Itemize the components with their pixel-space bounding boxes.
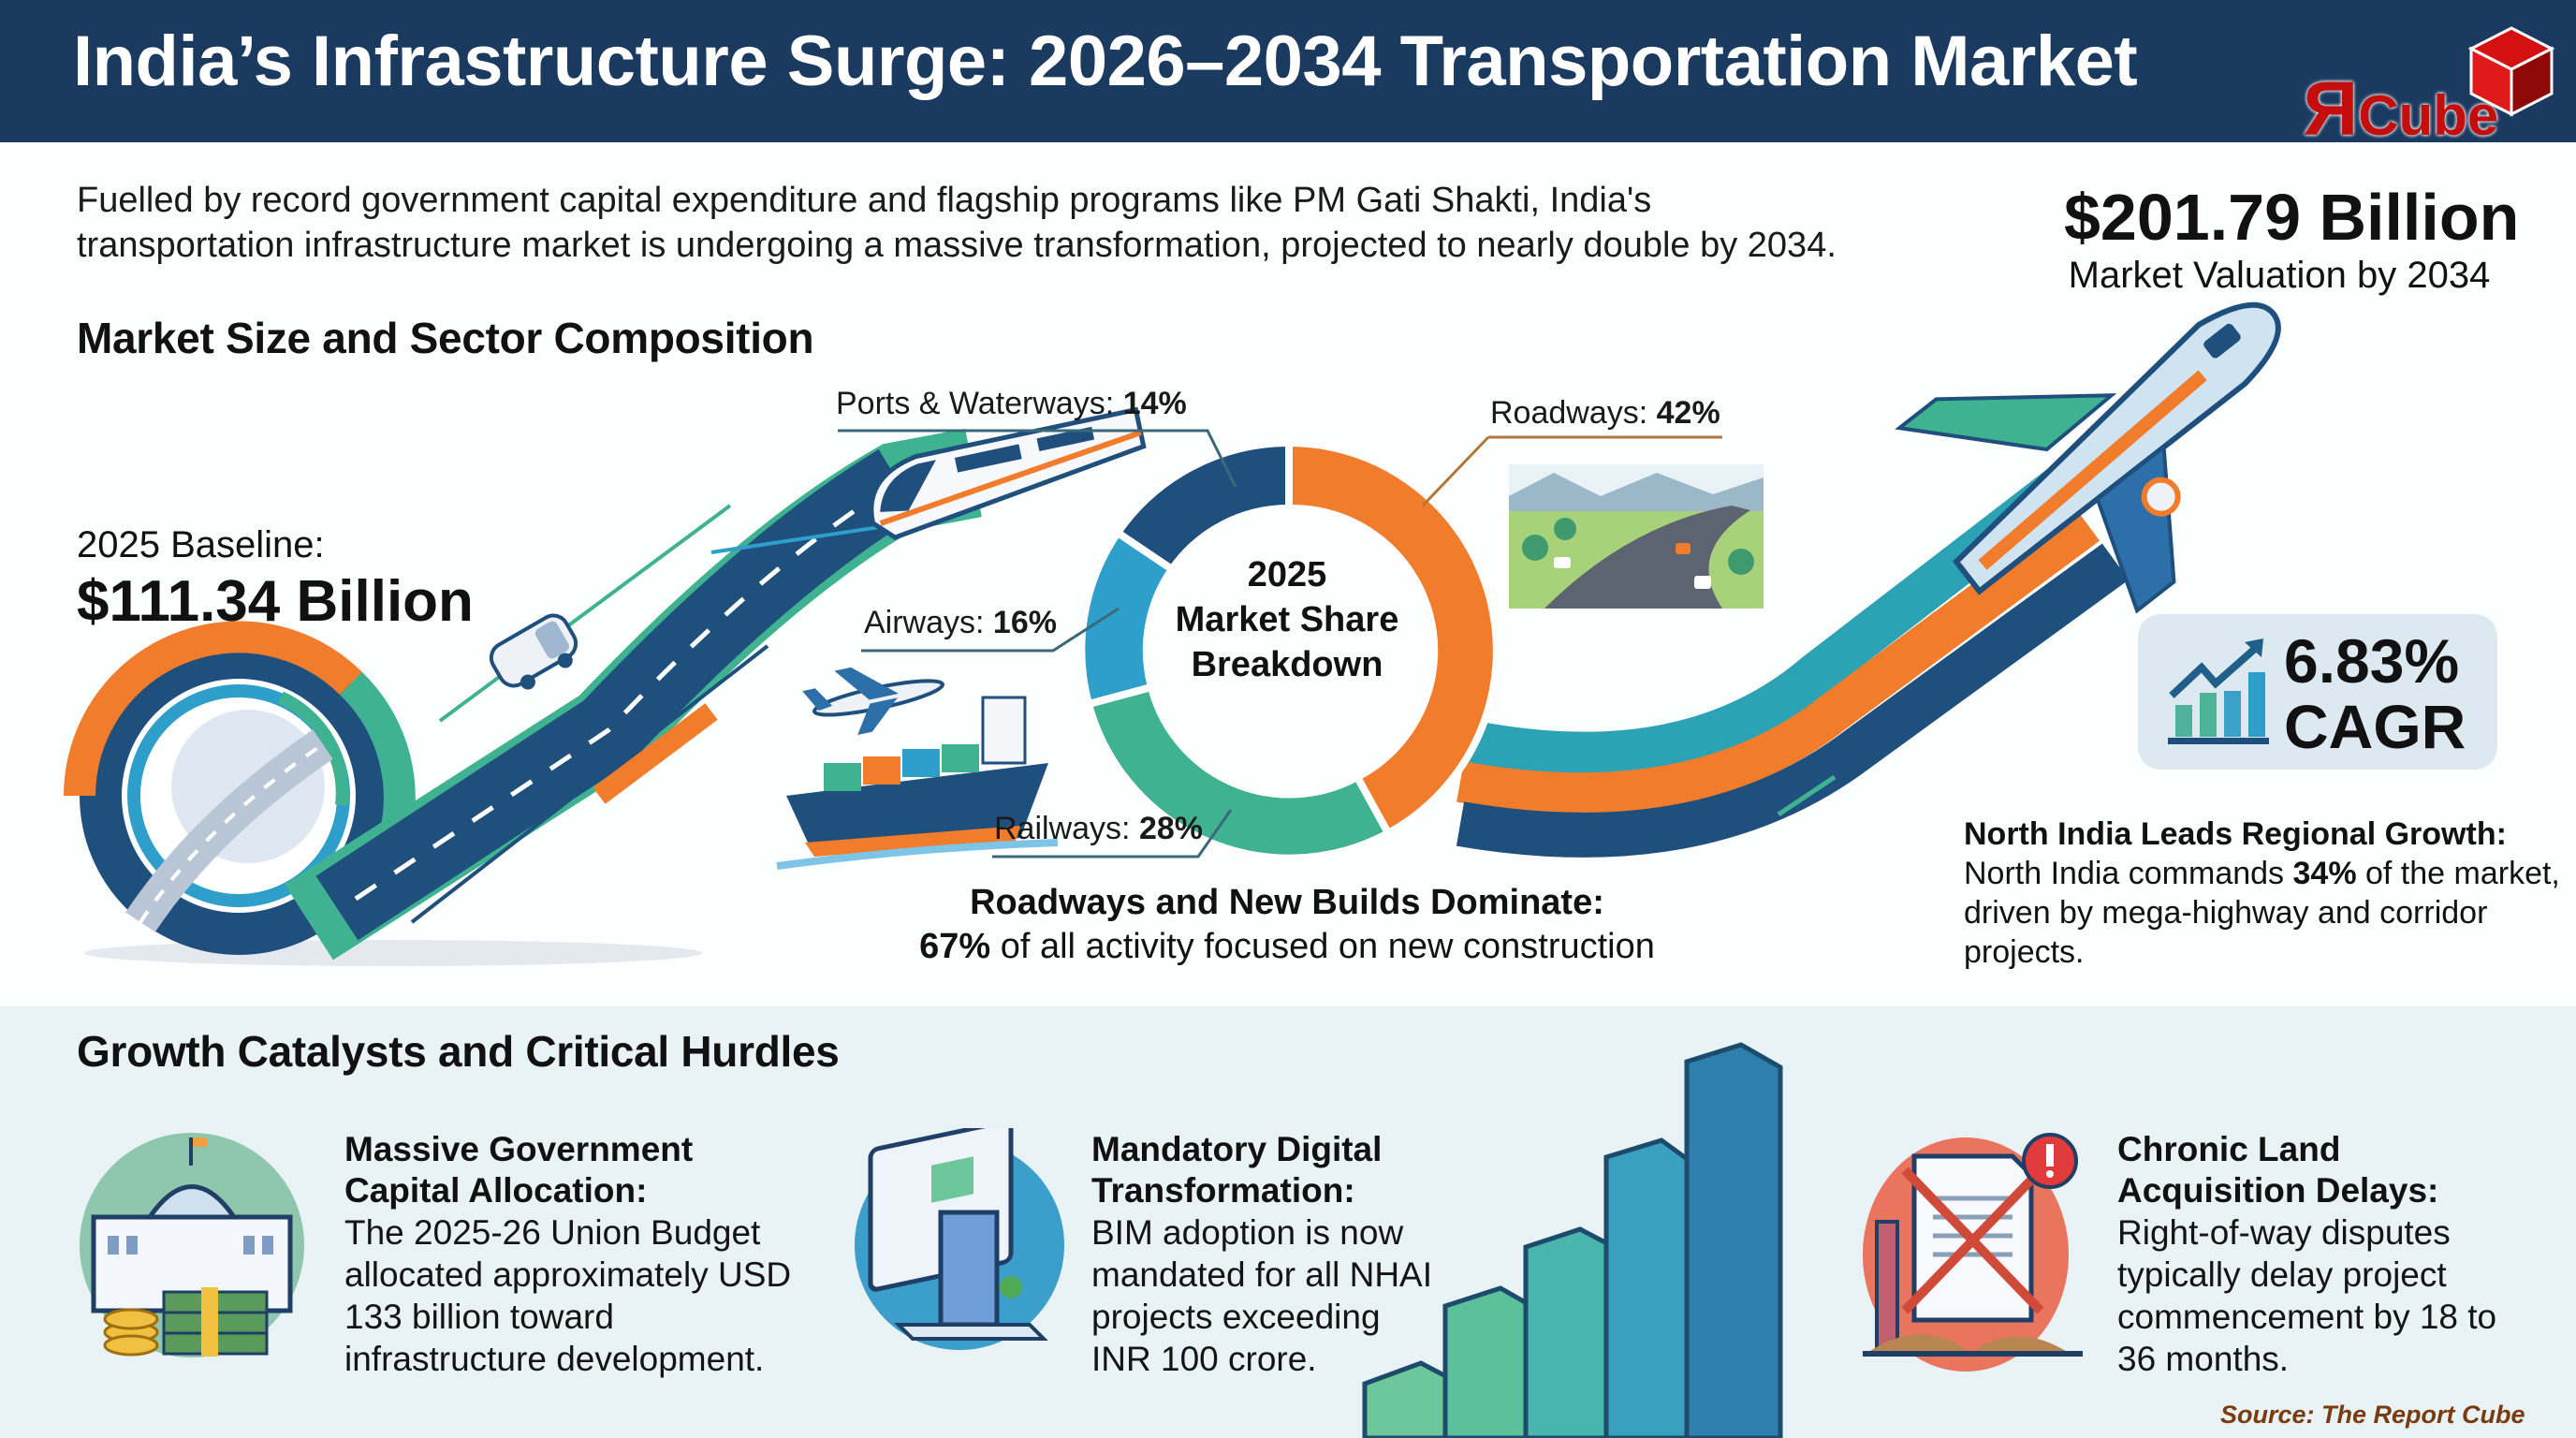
red-cube-icon (2467, 26, 2555, 117)
card-2-title-line-2: Transformation: (1091, 1171, 1355, 1210)
airplane-icon (802, 667, 944, 735)
section-heading-growth: Growth Catalysts and Critical Hurdles (77, 1027, 840, 1076)
label-text: Airways: (864, 605, 993, 640)
label-ports-waterways: Ports & Waterways: 14% (836, 386, 1187, 422)
card-1-title: Massive Government Capital Allocation: (344, 1129, 693, 1211)
north-india-text-a: North India commands (1964, 856, 2293, 891)
dominate-text: 67% of all activity focused on new const… (880, 925, 1694, 968)
card-3-line: commencement by 18 to (2117, 1298, 2497, 1336)
label-text: Railways: (994, 811, 1139, 846)
donut-center-line-3: Breakdown (1191, 645, 1383, 684)
card-1-line: infrastructure development. (344, 1340, 765, 1378)
bullet-train-icon (869, 406, 1147, 540)
label-pct: 28% (1138, 811, 1203, 846)
cargo-ship-icon (776, 696, 1059, 870)
intro-paragraph: Fuelled by record government capital exp… (77, 178, 1930, 268)
baseline-value: $111.34 Billion (77, 569, 474, 634)
rising-bars-decoration (1362, 1042, 1783, 1438)
baseline-2025-stat: 2025 Baseline: $111.34 Billion (77, 522, 474, 637)
baseline-label: 2025 Baseline: (77, 524, 325, 565)
card-2-line: projects exceeding (1091, 1298, 1381, 1336)
card-2-line: INR 100 crore. (1091, 1340, 1317, 1378)
highway-landscape-image (1509, 464, 1764, 609)
donut-segment-ports[interactable] (1112, 438, 1293, 575)
card-1-line: The 2025-26 Union Budget (344, 1213, 761, 1252)
card-3-title: Chronic Land Acquisition Delays: (2117, 1129, 2438, 1211)
north-india-heading: North India Leads Regional Growth: (1964, 816, 2507, 852)
card-1-line: 133 billion toward (344, 1298, 614, 1336)
cagr-card (2138, 614, 2497, 770)
market-2034-label: Market Valuation by 2034 (2068, 255, 2491, 296)
card-2-text: BIM adoption is now mandated for all NHA… (1091, 1211, 1432, 1380)
government-capital-money-icon (80, 1133, 304, 1357)
dominate-pct: 67% (919, 927, 991, 966)
dominate-body: of all activity focused on new construct… (990, 927, 1655, 966)
land-acquisition-warning-icon (1863, 1133, 2083, 1372)
page-title: India’s Infrastructure Surge: 2026–2034 … (73, 22, 2138, 101)
donut-center-year: 2025 (1247, 555, 1327, 594)
card-3-line: Right-of-way disputes (2117, 1213, 2451, 1252)
cagr-value: 6.83% (2284, 626, 2460, 696)
card-1-title-line-1: Massive Government (344, 1130, 694, 1168)
card-3-line: typically delay project (2117, 1255, 2447, 1294)
report-cube-logo[interactable]: RCube (2293, 19, 2555, 152)
card-1-text: The 2025-26 Union Budget allocated appro… (344, 1211, 791, 1380)
card-3-line: 36 months. (2117, 1340, 2290, 1378)
dominate-heading: Roadways and New Builds Dominate: (970, 883, 1604, 922)
donut-segment-roadways[interactable] (1285, 438, 1500, 839)
label-pct: 16% (992, 605, 1057, 640)
market-2034-stat: $201.79 Billion Market Valuation by 2034 (2064, 181, 2520, 298)
label-airways: Airways: 16% (864, 605, 1057, 641)
north-india-callout: North India Leads Regional Growth: North… (1964, 814, 2563, 972)
market-share-donut-chart (838, 429, 1722, 862)
growth-catalysts-section (0, 1006, 2576, 1438)
card-3-text: Right-of-way disputes typically delay pr… (2117, 1211, 2496, 1380)
market-2034-value: $201.79 Billion (2064, 181, 2520, 254)
label-pct: 14% (1122, 386, 1187, 421)
growth-chart-icon (2168, 638, 2269, 744)
intro-line-1: Fuelled by record government capital exp… (77, 181, 1652, 220)
label-pct: 42% (1656, 395, 1720, 431)
donut-center-line-2: Market Share (1175, 600, 1399, 639)
card-3-title-line-2: Acquisition Delays: (2117, 1171, 2439, 1210)
card-1-line: allocated approximately USD (344, 1255, 792, 1294)
section-heading-market: Market Size and Sector Composition (77, 314, 814, 362)
large-airplane-icon (1895, 301, 2281, 614)
donut-center-label: 2025 Market Share Breakdown (1147, 552, 1427, 687)
cagr-label: CAGR (2284, 692, 2466, 761)
card-2-line: BIM adoption is now (1091, 1213, 1404, 1252)
label-railways: Railways: 28% (994, 811, 1203, 847)
donut-segment-railways[interactable] (1084, 682, 1394, 862)
label-roadways: Roadways: 42% (1490, 395, 1720, 432)
intro-line-2: transportation infrastructure market is … (77, 226, 1837, 265)
transport-artwork (64, 301, 2281, 966)
highway-loop-icon (64, 621, 416, 955)
north-india-text-b: of the market, driven by mega-highway an… (1964, 856, 2560, 970)
label-text: Ports & Waterways: (836, 386, 1123, 421)
north-india-text: North India commands 34% of the market, … (1964, 854, 2563, 972)
card-2-title-line-1: Mandatory Digital (1091, 1130, 1383, 1168)
roadways-dominate-callout: Roadways and New Builds Dominate: 67% of… (880, 880, 1694, 968)
car-icon (489, 613, 578, 690)
card-3-title-line-1: Chronic Land (2117, 1130, 2341, 1168)
growth-swoosh (1456, 469, 2130, 858)
label-text: Roadways: (1490, 395, 1657, 431)
card-2-line: mandated for all NHAI (1091, 1255, 1433, 1294)
card-2-title: Mandatory Digital Transformation: (1091, 1129, 1382, 1211)
header-bar: India’s Infrastructure Surge: 2026–2034 … (0, 0, 2576, 152)
ground-shadow (84, 940, 702, 966)
source-credit: Source: The Report Cube (2220, 1401, 2525, 1429)
digital-bim-building-icon (855, 1128, 1064, 1350)
card-1-title-line-2: Capital Allocation: (344, 1171, 648, 1210)
north-india-pct: 34% (2292, 856, 2357, 891)
